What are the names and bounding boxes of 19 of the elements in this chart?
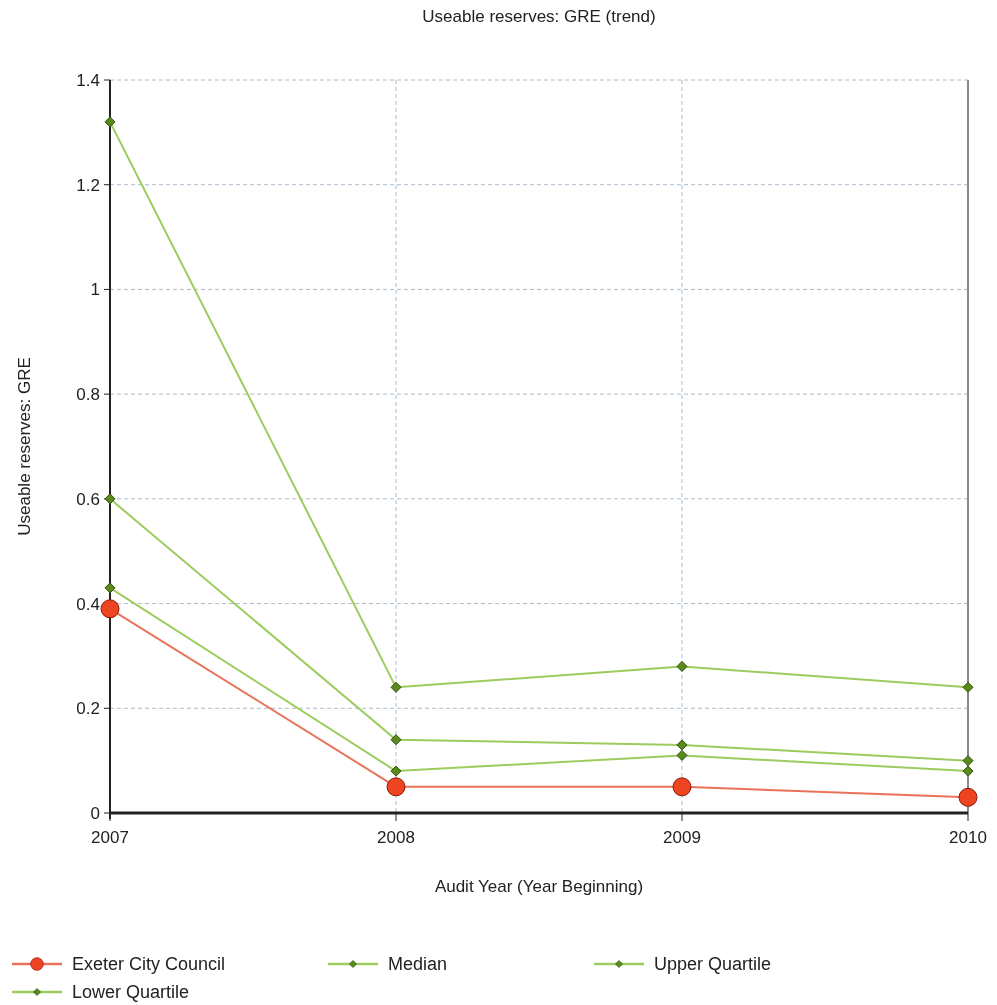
- y-axis-title: Useable reserves: GRE: [15, 357, 34, 536]
- x-tick-label: 2008: [377, 828, 415, 847]
- x-axis-title: Audit Year (Year Beginning): [434, 877, 644, 896]
- y-tick-label: 0.6: [76, 489, 100, 509]
- x-tick-label: 2007: [91, 828, 129, 847]
- legend-label: Exeter City Council: [72, 954, 226, 975]
- x-tick-label: 2009: [663, 828, 701, 847]
- x-tick-label: 2010: [949, 828, 987, 847]
- y-tick-label: 1: [90, 280, 100, 300]
- y-tick-label: 0.8: [76, 385, 100, 405]
- chart-title: Useable reserves: GRE (trend): [422, 7, 656, 26]
- legend-label: Lower Quartile: [72, 982, 190, 1003]
- y-tick-label: 0.4: [76, 594, 100, 614]
- legend-label: Median: [388, 954, 448, 975]
- legend-label: Upper Quartile: [654, 954, 772, 975]
- y-tick-label: 1.4: [76, 70, 100, 90]
- y-tick-label: 1.2: [76, 175, 100, 195]
- y-tick-label: 0.2: [76, 699, 100, 719]
- y-tick-label: 0: [90, 803, 100, 823]
